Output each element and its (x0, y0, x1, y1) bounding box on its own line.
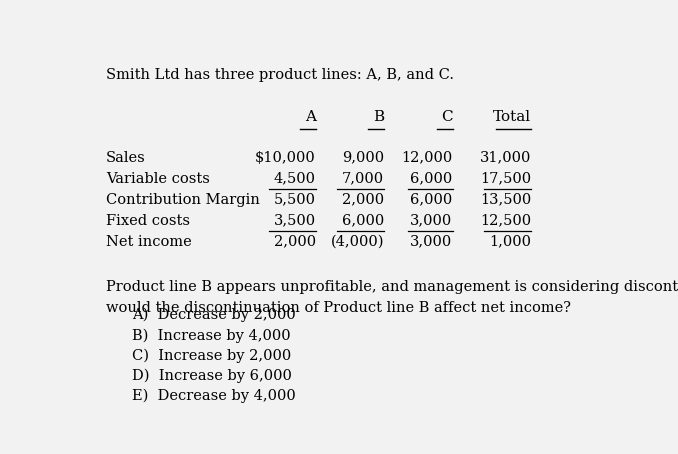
Text: B: B (373, 110, 384, 124)
Text: 3,500: 3,500 (274, 213, 316, 227)
Text: 17,500: 17,500 (480, 172, 532, 186)
Text: D)  Increase by 6,000: D) Increase by 6,000 (132, 369, 292, 383)
Text: 6,000: 6,000 (410, 192, 453, 207)
Text: 1,000: 1,000 (490, 235, 532, 248)
Text: Net income: Net income (106, 235, 191, 248)
Text: 12,500: 12,500 (480, 213, 532, 227)
Text: (4,000): (4,000) (331, 235, 384, 248)
Text: C)  Increase by 2,000: C) Increase by 2,000 (132, 349, 292, 363)
Text: Fixed costs: Fixed costs (106, 213, 190, 227)
Text: 13,500: 13,500 (480, 192, 532, 207)
Text: $10,000: $10,000 (255, 151, 316, 165)
Text: Variable costs: Variable costs (106, 172, 210, 186)
Text: 9,000: 9,000 (342, 151, 384, 165)
Text: 4,500: 4,500 (274, 172, 316, 186)
Text: A)  Decrease by 2,000: A) Decrease by 2,000 (132, 308, 296, 322)
Text: 7,000: 7,000 (342, 172, 384, 186)
Text: 3,000: 3,000 (410, 235, 453, 248)
Text: 5,500: 5,500 (274, 192, 316, 207)
Text: Product line B appears unprofitable, and management is considering discontinuing: Product line B appears unprofitable, and… (106, 280, 678, 315)
Text: 6,000: 6,000 (342, 213, 384, 227)
Text: Total: Total (494, 110, 532, 124)
Text: 3,000: 3,000 (410, 213, 453, 227)
Text: 2,000: 2,000 (342, 192, 384, 207)
Text: A: A (305, 110, 316, 124)
Text: 31,000: 31,000 (480, 151, 532, 165)
Text: 6,000: 6,000 (410, 172, 453, 186)
Text: B)  Increase by 4,000: B) Increase by 4,000 (132, 328, 291, 343)
Text: 12,000: 12,000 (401, 151, 453, 165)
Text: 2,000: 2,000 (274, 235, 316, 248)
Text: Sales: Sales (106, 151, 146, 165)
Text: Smith Ltd has three product lines: A, B, and C.: Smith Ltd has three product lines: A, B,… (106, 69, 454, 83)
Text: E)  Decrease by 4,000: E) Decrease by 4,000 (132, 389, 296, 404)
Text: C: C (441, 110, 453, 124)
Text: Contribution Margin: Contribution Margin (106, 192, 260, 207)
